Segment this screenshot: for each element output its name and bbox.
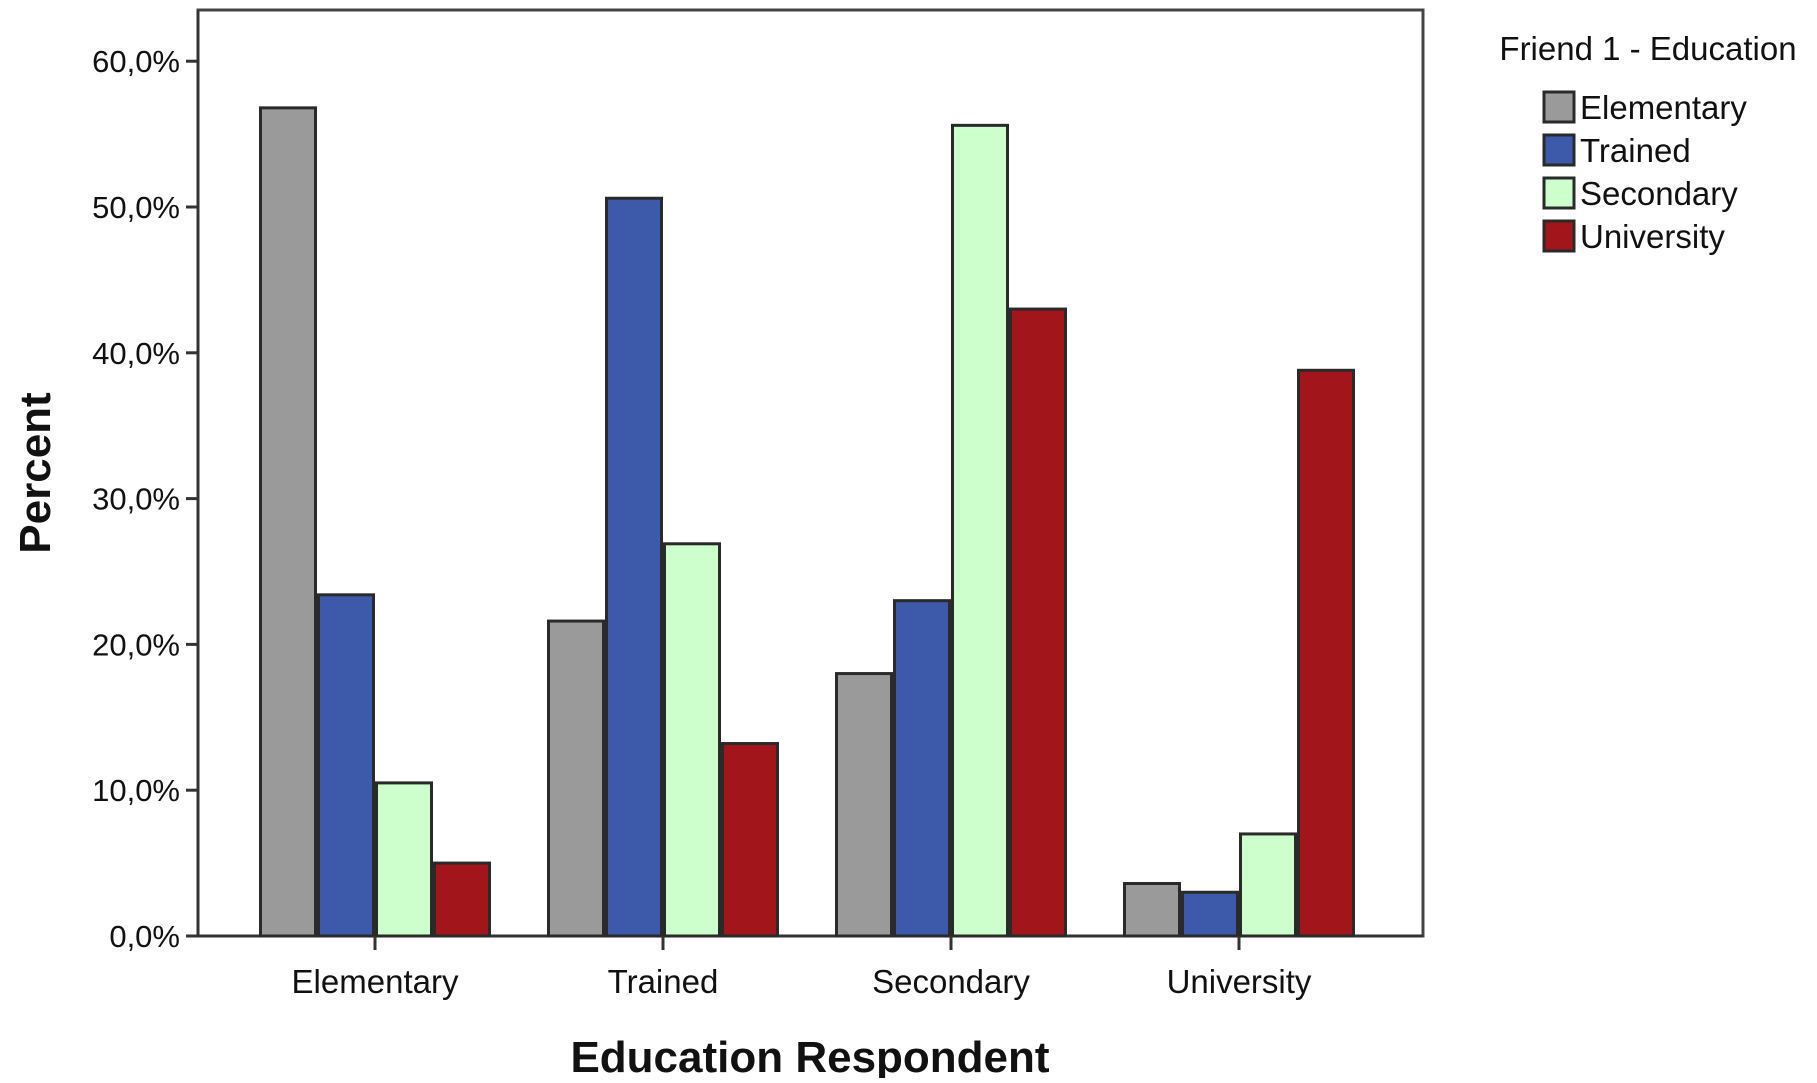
y-axis-ticks: 0,0% 10,0% 20,0% 30,0% 40,0% 50,0% 60,0% bbox=[92, 44, 198, 954]
legend: Friend 1 - Education Elementary Trained Se… bbox=[1499, 30, 1796, 255]
bar-trained-secondary bbox=[895, 601, 950, 936]
legend-swatch bbox=[1544, 92, 1574, 122]
y-axis-title: Percent bbox=[11, 392, 60, 554]
legend-swatch bbox=[1544, 135, 1574, 165]
x-tick-label: Trained bbox=[608, 963, 719, 1000]
x-tick-label: University bbox=[1167, 963, 1312, 1000]
legend-label: Elementary bbox=[1580, 89, 1747, 126]
legend-swatch bbox=[1544, 178, 1574, 208]
bar-elementary-elementary bbox=[261, 108, 316, 936]
legend-label: Trained bbox=[1580, 132, 1691, 169]
bar-elementary-secondary bbox=[837, 674, 892, 936]
y-tick-label: 0,0% bbox=[109, 919, 180, 954]
bar-trained-elementary bbox=[319, 595, 374, 936]
bar-trained-trained bbox=[607, 198, 662, 936]
bar-secondary-elementary bbox=[377, 783, 432, 936]
bar-university-elementary bbox=[435, 863, 490, 936]
y-tick-label: 50,0% bbox=[92, 190, 180, 225]
legend-title: Friend 1 - Education bbox=[1499, 30, 1796, 67]
bar-elementary-university bbox=[1125, 884, 1180, 936]
y-tick-label: 20,0% bbox=[92, 627, 180, 662]
bar-university-trained bbox=[723, 744, 778, 936]
x-tick-label: Secondary bbox=[872, 963, 1030, 1000]
legend-swatch bbox=[1544, 221, 1574, 251]
bar-trained-university bbox=[1183, 892, 1238, 936]
legend-label: Secondary bbox=[1580, 175, 1738, 212]
bar-elementary-trained bbox=[549, 621, 604, 936]
bar-secondary-trained bbox=[665, 544, 720, 936]
y-tick-label: 30,0% bbox=[92, 482, 180, 517]
bar-university-secondary bbox=[1011, 309, 1066, 936]
y-tick-label: 10,0% bbox=[92, 773, 180, 808]
y-tick-label: 60,0% bbox=[92, 44, 180, 79]
x-axis-ticks: Elementary Trained Secondary University bbox=[292, 936, 1312, 1000]
y-tick-label: 40,0% bbox=[92, 336, 180, 371]
bar-university-university bbox=[1299, 370, 1354, 936]
x-tick-label: Elementary bbox=[292, 963, 459, 1000]
bar-secondary-secondary bbox=[953, 125, 1008, 936]
bar-secondary-university bbox=[1241, 834, 1296, 936]
x-axis-title: Education Respondent bbox=[570, 1033, 1049, 1078]
legend-label: University bbox=[1580, 218, 1725, 255]
